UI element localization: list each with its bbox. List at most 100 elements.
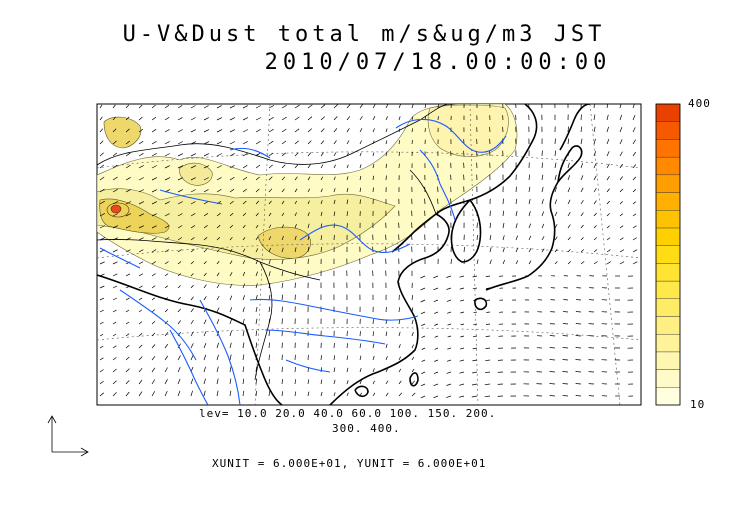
wind-vector: [177, 201, 183, 205]
wind-vector: [484, 395, 491, 398]
wind-vector: [255, 248, 259, 253]
wind-vector: [203, 105, 209, 109]
wind-vector: [359, 187, 362, 193]
wind-vector: [398, 380, 402, 385]
sakhalin: [559, 104, 591, 151]
wind-vector: [472, 335, 478, 338]
wind-vector: [255, 224, 259, 229]
wind-vector: [112, 285, 118, 289]
wind-vector: [177, 237, 183, 241]
rivers: [99, 118, 507, 405]
wind-vector: [125, 261, 131, 265]
wind-vector: [346, 176, 349, 181]
wind-vector: [554, 236, 558, 241]
colorbar-box: [655, 227, 681, 246]
wind-vector: [411, 295, 413, 301]
wind-vector: [138, 213, 145, 217]
wind-vector: [632, 261, 638, 265]
wind-vector: [294, 176, 298, 181]
wind-vector: [320, 379, 323, 385]
wind-vector: [562, 335, 569, 337]
wind-vector: [125, 189, 131, 193]
wind-vector: [567, 224, 571, 229]
wind-vector: [459, 371, 465, 374]
wind-vector: [632, 127, 636, 133]
wind-vector: [216, 307, 220, 313]
wind-vector: [190, 296, 194, 301]
wind-vector: [281, 200, 285, 205]
wind-vector: [216, 165, 222, 169]
wind-vector: [433, 311, 439, 314]
wind-vector: [216, 105, 222, 109]
wind-vector: [576, 299, 582, 301]
wind-vector: [99, 164, 105, 169]
wind-vector: [255, 366, 257, 373]
wind-vector: [164, 141, 170, 145]
wind-vector: [359, 199, 361, 205]
wind-vector: [575, 311, 582, 313]
wind-vector: [229, 283, 233, 289]
dust-region-nw: [103, 116, 142, 149]
wind-vector: [294, 247, 297, 253]
wind-vector: [255, 140, 261, 145]
wind-vector: [458, 395, 465, 398]
wind-vector: [190, 343, 194, 349]
wind-vector: [281, 212, 285, 217]
wind-vector: [320, 104, 326, 109]
wind-vector: [268, 105, 275, 109]
wind-vector: [593, 200, 597, 205]
wind-vector: [433, 287, 439, 291]
wind-vector: [385, 331, 388, 337]
wind-vector: [268, 212, 272, 217]
wind-vector: [216, 366, 219, 373]
wind-vector: [372, 116, 376, 121]
wind-vector: [333, 392, 336, 397]
wind-vector: [294, 282, 296, 289]
wind-vector: [164, 129, 170, 133]
wind-vector: [580, 138, 583, 145]
wind-vector: [398, 104, 401, 109]
wind-vector: [434, 323, 439, 326]
wind-vector: [359, 104, 364, 109]
wind-vector: [99, 357, 104, 361]
wind-vector: [420, 383, 426, 387]
colorbar-min-label: 10: [690, 398, 706, 411]
wind-vector: [515, 235, 518, 241]
wind-vector: [242, 224, 246, 229]
wind-vector: [619, 201, 623, 205]
wind-vector: [177, 378, 181, 385]
wind-vector: [242, 129, 249, 133]
wind-vector: [151, 116, 157, 121]
wind-vector: [190, 237, 195, 241]
wind-vector: [294, 259, 297, 265]
wind-vector: [562, 347, 569, 349]
wind-vector: [229, 153, 235, 157]
wind-vector: [593, 104, 595, 109]
wind-vector: [294, 104, 300, 109]
wind-vector: [177, 141, 183, 145]
wind-vector: [112, 273, 118, 277]
wind-vector: [632, 139, 636, 145]
wind-vector: [229, 330, 232, 337]
wind-vector: [138, 297, 143, 301]
wind-vector: [346, 367, 349, 373]
wind-vector: [606, 225, 610, 229]
wind-vector: [268, 259, 271, 265]
wind-vector: [446, 299, 452, 302]
wind-vector: [294, 164, 299, 169]
wind-vector: [112, 176, 118, 181]
wind-vector: [281, 282, 284, 289]
korea-peninsula: [450, 199, 482, 263]
wind-vector: [255, 318, 258, 325]
wind-vector: [593, 249, 598, 253]
wind-vector: [151, 249, 157, 253]
wind-vector: [99, 116, 103, 121]
colorbar-box: [655, 210, 681, 229]
wind-vector: [216, 378, 219, 385]
wind-vector: [242, 152, 248, 157]
wind-vector: [606, 213, 610, 217]
wind-vector: [486, 311, 491, 313]
wind-vector: [229, 378, 232, 385]
wind-vector: [411, 104, 414, 109]
wind-vector: [164, 285, 169, 289]
